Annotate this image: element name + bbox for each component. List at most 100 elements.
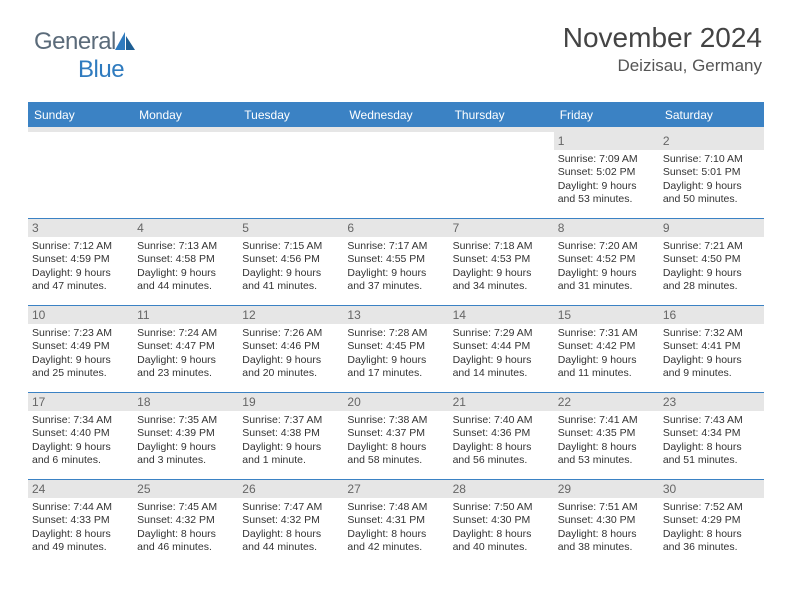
daylight-text: Daylight: 8 hours and 44 minutes. [242,528,339,555]
day-details: Sunrise: 7:20 AMSunset: 4:52 PMDaylight:… [558,240,655,294]
day-cell: 2 Sunrise: 7:10 AMSunset: 5:01 PMDaylight… [659,132,764,218]
day-cell: 16Sunrise: 7:32 AMSunset: 4:41 PMDayligh… [659,306,764,392]
week-row: 10Sunrise: 7:23 AMSunset: 4:49 PMDayligh… [28,305,764,392]
daylight-text: Daylight: 8 hours and 38 minutes. [558,528,655,555]
daylight-text: Daylight: 9 hours and 1 minute. [242,441,339,468]
day-number: 4 [133,219,238,237]
daylight-text: Daylight: 9 hours and 50 minutes. [663,180,760,207]
sunset-text: Sunset: 4:45 PM [347,340,444,353]
calendar-grid: Sunday Monday Tuesday Wednesday Thursday… [28,102,764,566]
sunset-text: Sunset: 4:42 PM [558,340,655,353]
day-details: Sunrise: 7:26 AMSunset: 4:46 PMDaylight:… [242,327,339,381]
daylight-text: Daylight: 9 hours and 3 minutes. [137,441,234,468]
day-number: 7 [449,219,554,237]
daylight-text: Daylight: 9 hours and 53 minutes. [558,180,655,207]
day-cell: 15Sunrise: 7:31 AMSunset: 4:42 PMDayligh… [554,306,659,392]
day-number: 15 [554,306,659,324]
day-details: Sunrise: 7:10 AMSunset: 5:01 PMDaylight:… [663,153,760,207]
day-details: Sunrise: 7:28 AMSunset: 4:45 PMDaylight:… [347,327,444,381]
sunset-text: Sunset: 4:41 PM [663,340,760,353]
sunrise-text: Sunrise: 7:28 AM [347,327,444,340]
sunrise-text: Sunrise: 7:44 AM [32,501,129,514]
sunset-text: Sunset: 4:39 PM [137,427,234,440]
sunrise-text: Sunrise: 7:51 AM [558,501,655,514]
day-cell [238,132,343,218]
daylight-text: Daylight: 9 hours and 47 minutes. [32,267,129,294]
day-details: Sunrise: 7:34 AMSunset: 4:40 PMDaylight:… [32,414,129,468]
sunrise-text: Sunrise: 7:09 AM [558,153,655,166]
day-details: Sunrise: 7:24 AMSunset: 4:47 PMDaylight:… [137,327,234,381]
day-details: Sunrise: 7:51 AMSunset: 4:30 PMDaylight:… [558,501,655,555]
daylight-text: Daylight: 9 hours and 20 minutes. [242,354,339,381]
day-cell: 28Sunrise: 7:50 AMSunset: 4:30 PMDayligh… [449,480,554,566]
day-number: 2 [659,132,764,150]
sunrise-text: Sunrise: 7:12 AM [32,240,129,253]
day-number: 9 [659,219,764,237]
day-cell: 13Sunrise: 7:28 AMSunset: 4:45 PMDayligh… [343,306,448,392]
day-cell: 24Sunrise: 7:44 AMSunset: 4:33 PMDayligh… [28,480,133,566]
daylight-text: Daylight: 9 hours and 31 minutes. [558,267,655,294]
day-number: 27 [343,480,448,498]
sunrise-text: Sunrise: 7:24 AM [137,327,234,340]
sunset-text: Sunset: 4:53 PM [453,253,550,266]
sunset-text: Sunset: 4:35 PM [558,427,655,440]
sunset-text: Sunset: 4:47 PM [137,340,234,353]
day-header: Monday [133,104,238,127]
day-number: 28 [449,480,554,498]
day-cell: 20Sunrise: 7:38 AMSunset: 4:37 PMDayligh… [343,393,448,479]
day-cell: 19Sunrise: 7:37 AMSunset: 4:38 PMDayligh… [238,393,343,479]
day-cell: 8Sunrise: 7:20 AMSunset: 4:52 PMDaylight… [554,219,659,305]
day-header: Tuesday [238,104,343,127]
day-cell: 5 Sunrise: 7:15 AMSunset: 4:56 PMDaylight… [238,219,343,305]
day-cell: 27Sunrise: 7:48 AMSunset: 4:31 PMDayligh… [343,480,448,566]
day-header: Saturday [659,104,764,127]
sunrise-text: Sunrise: 7:41 AM [558,414,655,427]
day-cell: 25Sunrise: 7:45 AMSunset: 4:32 PMDayligh… [133,480,238,566]
sunrise-text: Sunrise: 7:35 AM [137,414,234,427]
brand-logo: General Blue [34,28,136,84]
day-details: Sunrise: 7:15 AMSunset: 4:56 PMDaylight:… [242,240,339,294]
sunset-text: Sunset: 5:01 PM [663,166,760,179]
day-cell: 14Sunrise: 7:29 AMSunset: 4:44 PMDayligh… [449,306,554,392]
daylight-text: Daylight: 8 hours and 42 minutes. [347,528,444,555]
daylight-text: Daylight: 9 hours and 44 minutes. [137,267,234,294]
day-number: 5 [238,219,343,237]
daylight-text: Daylight: 9 hours and 6 minutes. [32,441,129,468]
day-number: 17 [28,393,133,411]
sunset-text: Sunset: 4:30 PM [558,514,655,527]
daylight-text: Daylight: 9 hours and 34 minutes. [453,267,550,294]
day-number: 23 [659,393,764,411]
sunrise-text: Sunrise: 7:18 AM [453,240,550,253]
sunset-text: Sunset: 4:58 PM [137,253,234,266]
sunset-text: Sunset: 4:55 PM [347,253,444,266]
day-number: 26 [238,480,343,498]
day-number: 30 [659,480,764,498]
sail-icon [114,31,136,51]
day-number: 29 [554,480,659,498]
day-cell: 29 Sunrise: 7:51 AMSunset: 4:30 PMDayligh… [554,480,659,566]
weeks-container: 1Sunrise: 7:09 AMSunset: 5:02 PMDaylight… [28,132,764,566]
day-details: Sunrise: 7:35 AMSunset: 4:39 PMDaylight:… [137,414,234,468]
sunrise-text: Sunrise: 7:32 AM [663,327,760,340]
sunset-text: Sunset: 5:02 PM [558,166,655,179]
day-details: Sunrise: 7:29 AMSunset: 4:44 PMDaylight:… [453,327,550,381]
day-cell: 23 Sunrise: 7:43 AMSunset: 4:34 PMDayligh… [659,393,764,479]
sunrise-text: Sunrise: 7:23 AM [32,327,129,340]
day-cell [28,132,133,218]
day-details: Sunrise: 7:45 AMSunset: 4:32 PMDaylight:… [137,501,234,555]
sunrise-text: Sunrise: 7:13 AM [137,240,234,253]
sunset-text: Sunset: 4:31 PM [347,514,444,527]
day-details: Sunrise: 7:43 AMSunset: 4:34 PMDaylight:… [663,414,760,468]
brand-part1: General [34,28,116,55]
calendar-page: General Blue November 2024 Deizisau, Ger… [0,0,792,612]
day-cell [449,132,554,218]
day-header: Sunday [28,104,133,127]
day-cell: 6Sunrise: 7:17 AMSunset: 4:55 PMDaylight… [343,219,448,305]
day-details: Sunrise: 7:44 AMSunset: 4:33 PMDaylight:… [32,501,129,555]
daylight-text: Daylight: 8 hours and 56 minutes. [453,441,550,468]
day-details: Sunrise: 7:41 AMSunset: 4:35 PMDaylight:… [558,414,655,468]
day-details: Sunrise: 7:13 AMSunset: 4:58 PMDaylight:… [137,240,234,294]
day-number: 16 [659,306,764,324]
daylight-text: Daylight: 9 hours and 11 minutes. [558,354,655,381]
sunset-text: Sunset: 4:29 PM [663,514,760,527]
